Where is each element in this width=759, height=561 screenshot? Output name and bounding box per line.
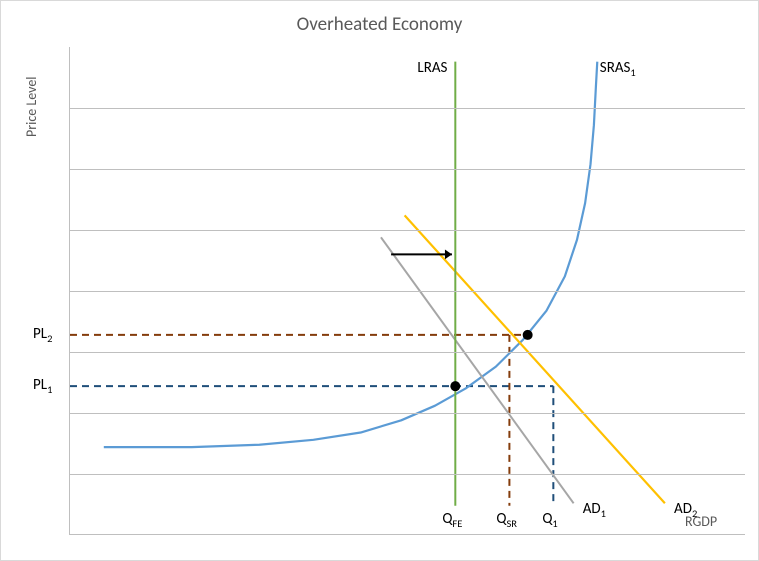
gridline	[70, 108, 745, 109]
label-lras: LRAS	[417, 59, 447, 77]
y-axis-label: Price Level	[23, 76, 40, 137]
label-sras1: SRAS1	[600, 59, 636, 79]
plot-area	[69, 47, 745, 535]
equilibrium-e1	[450, 381, 460, 391]
chart-container: Overheated Economy Price Level RGDP PL1P…	[0, 0, 759, 561]
label-pl2: PL2	[33, 325, 52, 345]
gridline	[70, 169, 745, 170]
gridline	[70, 291, 745, 292]
shift-arrow-head	[445, 250, 452, 260]
label-ad2: AD2	[674, 500, 697, 520]
gridline	[70, 474, 745, 475]
label-ad1: AD1	[583, 500, 606, 520]
label-qfe: QFE	[442, 510, 462, 530]
label-qsr: QSR	[496, 510, 517, 530]
label-pl1: PL1	[33, 376, 52, 396]
gridline	[70, 230, 745, 231]
gridline	[70, 413, 745, 414]
sras-curve	[104, 62, 597, 448]
chart-title: Overheated Economy	[1, 13, 758, 36]
label-q1: Q1	[542, 510, 557, 530]
ad2-curve	[405, 215, 665, 503]
equilibrium-e2	[523, 330, 533, 340]
gridline	[70, 352, 745, 353]
